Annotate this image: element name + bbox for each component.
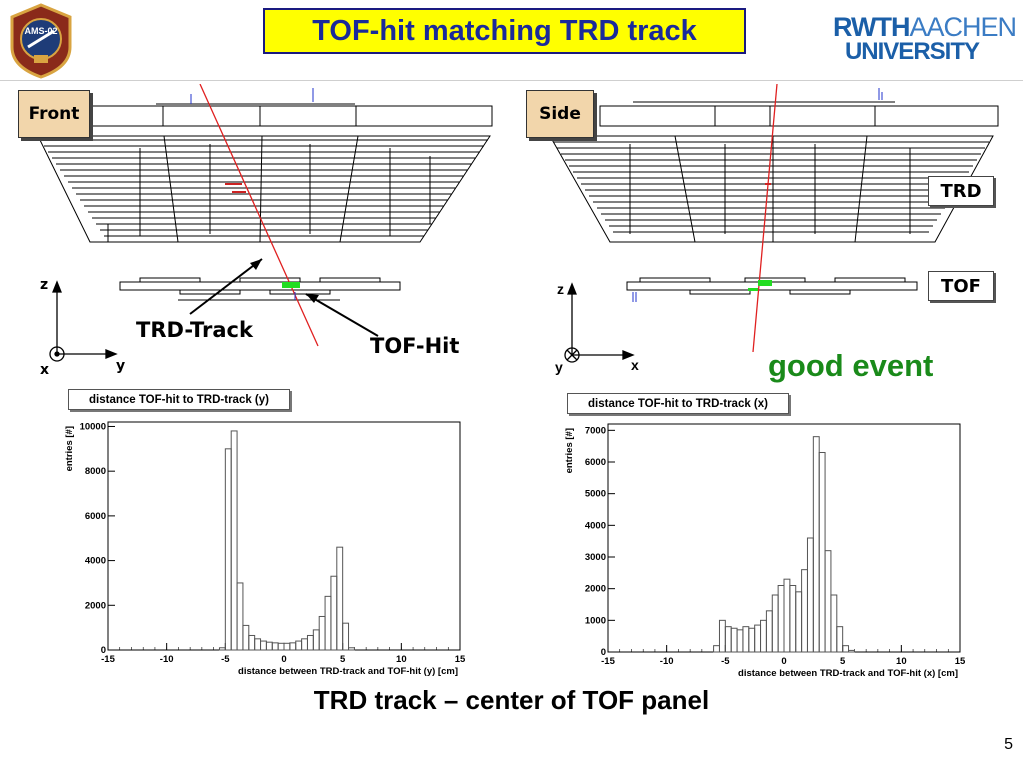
front-axis-x: x <box>40 362 49 378</box>
side-axis-icon <box>564 282 635 363</box>
y-axis-label: entries [#] <box>564 428 575 473</box>
histogram-bin <box>348 647 355 651</box>
header-divider <box>0 80 1023 81</box>
plot-frame <box>107 421 461 651</box>
x-tick-label: -5 <box>721 656 730 667</box>
histogram-bin <box>848 649 855 653</box>
y-tick-label: 0 <box>601 647 606 658</box>
y-tick-label: 10000 <box>80 421 106 432</box>
x-tick-label: 15 <box>455 654 466 665</box>
y-tick-label: 5000 <box>585 489 606 500</box>
y-tick-label: 0 <box>101 645 106 656</box>
y-tick-label: 7000 <box>585 425 606 436</box>
front-view-tag: Front <box>18 90 90 138</box>
front-view-event-display: z y x <box>37 84 493 378</box>
slide-caption: TRD track – center of TOF panel <box>313 685 710 715</box>
x-tick-label: 5 <box>840 656 846 667</box>
histogram-bin <box>236 582 244 651</box>
side-view-tag: Side <box>526 90 594 138</box>
university-logo: RWTHAACHEN UNIVERSITY <box>833 12 1017 66</box>
histogram-bin <box>842 645 850 653</box>
front-axis-icon <box>49 280 118 362</box>
x-tick-label: 0 <box>781 656 786 667</box>
side-axis-z: z <box>557 281 564 297</box>
tof-detector-label: TOF <box>928 271 994 301</box>
histogram-y-chart: -15 -10 -5 0 5 10 15 0 2000 4000 6000 8000 10000 dist… <box>64 421 466 677</box>
x-tick-label: 10 <box>896 656 907 667</box>
page-title: TOF-hit matching TRD track <box>312 14 697 47</box>
x-tick-label: 0 <box>281 654 286 665</box>
front-axis-z: z <box>40 277 48 293</box>
y-tick-label: 8000 <box>85 466 106 477</box>
x-tick-label: 10 <box>396 654 407 665</box>
side-view-event-display: z x y <box>549 84 999 375</box>
trd-track-label: TRD-Track <box>136 318 253 342</box>
y-tick-label: 1000 <box>585 615 606 626</box>
y-tick-label: 3000 <box>585 552 606 563</box>
x-tick-label: -5 <box>221 654 230 665</box>
histogram-bin <box>336 546 344 651</box>
x-axis-label: distance between TRD-track and TOF-hit (… <box>238 666 458 677</box>
x-tick-label: -15 <box>601 656 615 667</box>
university-text: UNIVERSITY <box>844 38 980 65</box>
x-tick-label: -15 <box>101 654 115 665</box>
x-tick-label: -10 <box>160 654 174 665</box>
x-tick-label: 5 <box>340 654 346 665</box>
y-tick-label: 4000 <box>585 520 606 531</box>
histogram-bin <box>342 622 350 651</box>
y-tick-label: 2000 <box>85 600 106 611</box>
ams-badge-text: AMS-02 <box>24 26 57 36</box>
front-axis-y: y <box>116 358 125 374</box>
title-banner: TOF-hit matching TRD track <box>263 8 746 54</box>
y-tick-label: 4000 <box>85 556 106 567</box>
x-tick-label: 15 <box>955 656 966 667</box>
y-axis-label: entries [#] <box>64 426 75 471</box>
trd-detector-label: TRD <box>928 176 994 206</box>
y-tick-label: 6000 <box>85 511 106 522</box>
ams-02-logo: AMS-02 <box>8 3 74 79</box>
aachen-text: AACHEN <box>909 12 1018 42</box>
histogram-bin <box>230 430 238 651</box>
tof-hit-label: TOF-Hit <box>370 334 460 358</box>
histogram-x-chart: -15 -10 -5 0 5 10 15 0 1000 2000 3000 4000 5000 6000 7… <box>564 423 966 679</box>
y-tick-label: 6000 <box>585 457 606 468</box>
side-axis-x: x <box>631 357 639 373</box>
page-number: 5 <box>1004 736 1013 753</box>
y-tick-label: 2000 <box>585 584 606 595</box>
event-status-text: good event <box>768 348 934 383</box>
side-axis-y: y <box>555 359 563 375</box>
rwth-text: RWTH <box>833 12 910 42</box>
histogram-x-title: distance TOF-hit to TRD-track (x) <box>567 393 789 414</box>
x-tick-label: -10 <box>660 656 674 667</box>
histogram-bin <box>836 626 844 653</box>
histogram-y-title: distance TOF-hit to TRD-track (y) <box>68 389 290 410</box>
histogram-bin <box>830 594 838 653</box>
x-axis-label: distance between TRD-track and TOF-hit (… <box>738 668 958 679</box>
